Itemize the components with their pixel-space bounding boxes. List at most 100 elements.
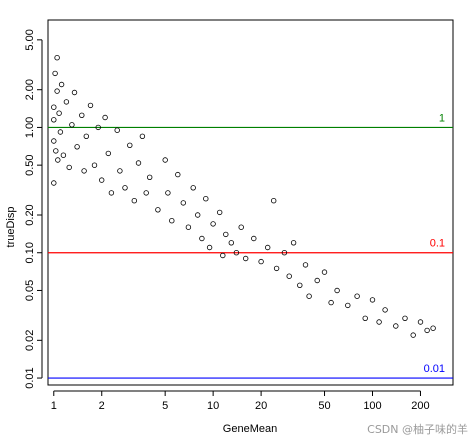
data-point (91, 162, 98, 168)
data-point (185, 224, 192, 230)
data-point (194, 212, 201, 218)
data-point (393, 323, 399, 329)
reference-lines: 1 0.1 0.01 (48, 112, 453, 379)
data-point (223, 231, 229, 238)
x-tick-label: 200 (411, 400, 429, 412)
data-point (81, 168, 87, 174)
y-tick-label: 0.01 (24, 367, 36, 388)
x-tick-label: 20 (255, 400, 267, 412)
data-point (216, 209, 223, 216)
data-point (51, 138, 57, 144)
data-point (63, 99, 70, 105)
data-point (334, 287, 340, 294)
data-point (314, 277, 320, 284)
reference-line-label: 0.1 (430, 238, 445, 250)
data-point (297, 282, 303, 288)
data-point (87, 102, 94, 109)
x-axis-title: GeneMean (223, 423, 277, 435)
reference-line-label: 0.01 (424, 363, 445, 375)
data-point (122, 185, 128, 191)
data-point (139, 133, 146, 139)
data-point (206, 244, 213, 251)
data-point (83, 133, 89, 139)
data-point (273, 265, 280, 272)
y-tick-label: 0.20 (24, 204, 36, 225)
data-point (53, 148, 59, 154)
data-point (155, 207, 161, 213)
data-point (55, 157, 61, 163)
data-point (143, 190, 149, 196)
data-points (51, 55, 436, 338)
x-tick-label: 2 (99, 400, 105, 412)
y-tick-label: 0.05 (24, 280, 36, 301)
data-point (162, 157, 168, 163)
data-point (271, 197, 277, 204)
data-point (328, 299, 334, 306)
data-point (402, 315, 408, 321)
reference-line-label: 1 (439, 112, 445, 124)
data-point (169, 217, 175, 224)
watermark: CSDN @柚子味的羊 (367, 423, 468, 436)
data-point (258, 258, 264, 265)
data-point (51, 117, 57, 123)
x-tick-label: 100 (363, 400, 381, 412)
data-point (105, 150, 111, 157)
data-point (228, 240, 234, 246)
data-point (114, 127, 120, 133)
data-point (58, 81, 65, 88)
data-point (376, 319, 382, 325)
data-point (135, 160, 142, 166)
y-tick-label: 0.02 (24, 330, 36, 351)
data-point (56, 110, 62, 116)
data-point (180, 200, 186, 206)
data-point (321, 269, 328, 275)
data-point (362, 315, 368, 321)
data-point (79, 112, 85, 118)
data-point (146, 174, 153, 180)
data-point (238, 224, 244, 230)
data-point (220, 252, 226, 259)
data-point (424, 327, 430, 334)
y-tick-label: 1.00 (24, 117, 36, 138)
x-tick-label: 10 (207, 400, 219, 412)
data-point (51, 104, 57, 110)
y-axis: 0.01 0.02 0.05 0.10 0.20 0.50 1.00 2.00 5.00 (24, 29, 43, 389)
x-tick-label: 50 (318, 400, 330, 412)
x-axis: 1 2 5 10 20 50 100 200 (51, 390, 430, 412)
data-point (54, 88, 60, 94)
data-point (74, 144, 80, 150)
data-point (203, 195, 209, 202)
data-point (251, 235, 257, 242)
data-point (108, 190, 115, 196)
data-point (190, 185, 196, 191)
data-point (51, 180, 57, 186)
data-point (286, 273, 292, 279)
data-point (95, 124, 101, 131)
data-point (345, 302, 351, 309)
data-point (71, 89, 78, 96)
data-point (52, 70, 58, 77)
data-point (210, 221, 216, 227)
y-tick-label: 2.00 (24, 79, 36, 100)
y-tick-label: 5.00 (24, 29, 36, 50)
x-tick-label: 1 (51, 400, 57, 412)
data-point (57, 129, 64, 135)
data-point (369, 297, 376, 303)
data-point (54, 55, 60, 61)
data-point (117, 168, 123, 174)
data-point (233, 249, 240, 256)
data-point (290, 240, 297, 246)
data-point (417, 319, 424, 325)
data-point (131, 197, 137, 204)
data-point (265, 244, 271, 251)
data-point (69, 122, 75, 128)
data-point (102, 114, 108, 121)
data-point (165, 190, 171, 196)
data-point (306, 293, 312, 299)
x-tick-label: 5 (162, 400, 168, 412)
data-point (98, 177, 105, 183)
y-tick-label: 0.50 (24, 154, 36, 175)
data-point (242, 255, 249, 262)
data-point (281, 249, 288, 256)
